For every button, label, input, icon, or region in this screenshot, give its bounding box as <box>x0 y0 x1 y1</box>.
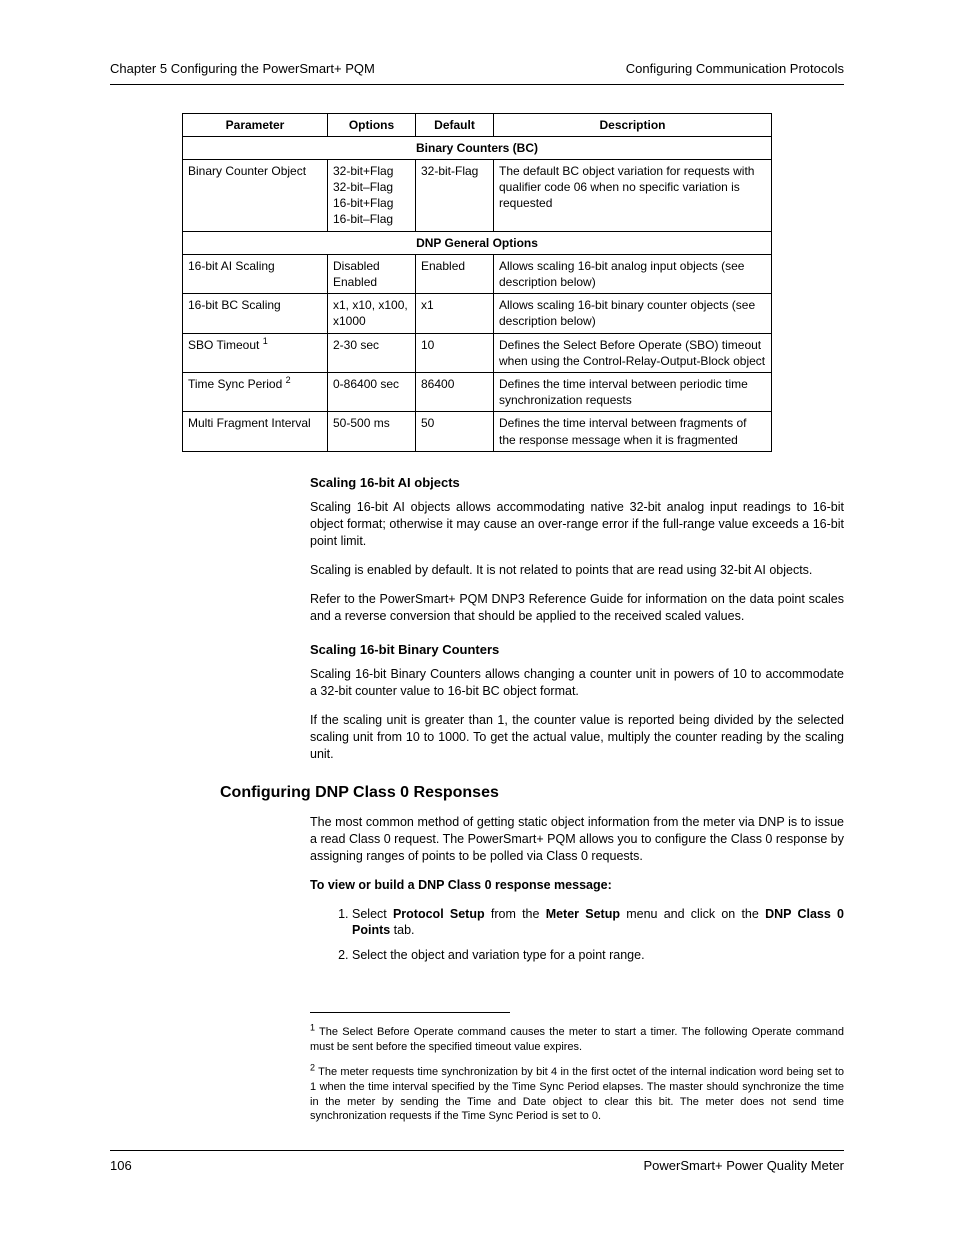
table-header-row: Parameter Options Default Description <box>183 113 772 136</box>
step-bold: Protocol Setup <box>393 907 485 921</box>
footnote-ref-2: 2 <box>286 375 291 385</box>
table-section-dnp: DNP General Options <box>183 231 772 254</box>
step-item: Select Protocol Setup from the Meter Set… <box>352 906 844 940</box>
footer-title: PowerSmart+ Power Quality Meter <box>644 1157 844 1175</box>
step-text: tab. <box>390 923 414 937</box>
cell-default: Enabled <box>416 254 494 293</box>
cell-default: 50 <box>416 412 494 451</box>
paragraph: Scaling 16-bit Binary Counters allows ch… <box>310 666 844 700</box>
table-row: SBO Timeout 1 2-30 sec 10 Defines the Se… <box>183 333 772 372</box>
steps-list: Select Protocol Setup from the Meter Set… <box>310 906 844 965</box>
table-row: 16-bit AI Scaling Disabled Enabled Enabl… <box>183 254 772 293</box>
cell-default: 10 <box>416 333 494 372</box>
cell-options: 32-bit+Flag 32-bit–Flag 16-bit+Flag 16-b… <box>328 159 416 231</box>
footnote-1: 1 The Select Before Operate command caus… <box>310 1025 844 1055</box>
th-options: Options <box>328 113 416 136</box>
step-text: menu and click on the <box>620 907 765 921</box>
cell-options: Disabled Enabled <box>328 254 416 293</box>
page-footer: 106 PowerSmart+ Power Quality Meter <box>110 1150 844 1175</box>
cell-desc: Allows scaling 16-bit analog input objec… <box>494 254 772 293</box>
body-content: Scaling 16-bit AI objects Scaling 16-bit… <box>310 474 844 763</box>
heading-configuring-dnp: Configuring DNP Class 0 Responses <box>220 782 844 804</box>
cell-desc: Defines the time interval between period… <box>494 372 772 411</box>
instruction-lead: To view or build a DNP Class 0 response … <box>310 877 844 894</box>
cell-options: 2-30 sec <box>328 333 416 372</box>
page-number: 106 <box>110 1157 132 1175</box>
table-row: Multi Fragment Interval 50-500 ms 50 Def… <box>183 412 772 451</box>
paragraph: Scaling is enabled by default. It is not… <box>310 562 844 579</box>
table-row: Binary Counter Object 32-bit+Flag 32-bit… <box>183 159 772 231</box>
step-item: Select the object and variation type for… <box>352 947 844 964</box>
cell-options: x1, x10, x100, x1000 <box>328 294 416 333</box>
th-parameter: Parameter <box>183 113 328 136</box>
step-bold: Meter Setup <box>546 907 620 921</box>
cell-desc: Defines the Select Before Operate (SBO) … <box>494 333 772 372</box>
step-text: from the <box>485 907 546 921</box>
table-section-bc: Binary Counters (BC) <box>183 136 772 159</box>
footnote-2: 2 The meter requests time synchronizatio… <box>310 1065 844 1124</box>
step-text: Select <box>352 907 393 921</box>
cell-options: 0-86400 sec <box>328 372 416 411</box>
cell-param: 16-bit BC Scaling <box>183 294 328 333</box>
th-description: Description <box>494 113 772 136</box>
page-header: Chapter 5 Configuring the PowerSmart+ PQ… <box>110 60 844 85</box>
table-row: Time Sync Period 2 0-86400 sec 86400 Def… <box>183 372 772 411</box>
cell-param: 16-bit AI Scaling <box>183 254 328 293</box>
cell-default: 32-bit-Flag <box>416 159 494 231</box>
cell-default: 86400 <box>416 372 494 411</box>
footnote-text: The meter requests time synchronization … <box>310 1066 844 1123</box>
cell-desc: The default BC object variation for requ… <box>494 159 772 231</box>
cell-param: Multi Fragment Interval <box>183 412 328 451</box>
footnote-ref-1: 1 <box>263 336 268 346</box>
cell-desc: Defines the time interval between fragme… <box>494 412 772 451</box>
heading-scaling-ai: Scaling 16-bit AI objects <box>310 474 844 492</box>
header-left: Chapter 5 Configuring the PowerSmart+ PQ… <box>110 60 375 78</box>
cell-options: 50-500 ms <box>328 412 416 451</box>
paragraph: If the scaling unit is greater than 1, t… <box>310 712 844 763</box>
th-default: Default <box>416 113 494 136</box>
heading-scaling-bc: Scaling 16-bit Binary Counters <box>310 641 844 659</box>
footnote-separator <box>310 1012 510 1013</box>
cell-param: SBO Timeout 1 <box>183 333 328 372</box>
footnote-text: The Select Before Operate command causes… <box>310 1026 844 1053</box>
cell-param: Time Sync Period 2 <box>183 372 328 411</box>
header-right: Configuring Communication Protocols <box>626 60 844 78</box>
cell-param: Binary Counter Object <box>183 159 328 231</box>
cell-default: x1 <box>416 294 494 333</box>
paragraph: Refer to the PowerSmart+ PQM DNP3 Refere… <box>310 591 844 625</box>
paragraph: The most common method of getting static… <box>310 814 844 865</box>
body-content-2: The most common method of getting static… <box>310 814 844 964</box>
footnotes: 1 The Select Before Operate command caus… <box>310 1025 844 1124</box>
parameters-table: Parameter Options Default Description Bi… <box>182 113 772 452</box>
cell-desc: Allows scaling 16-bit binary counter obj… <box>494 294 772 333</box>
table-row: 16-bit BC Scaling x1, x10, x100, x1000 x… <box>183 294 772 333</box>
paragraph: Scaling 16-bit AI objects allows accommo… <box>310 499 844 550</box>
